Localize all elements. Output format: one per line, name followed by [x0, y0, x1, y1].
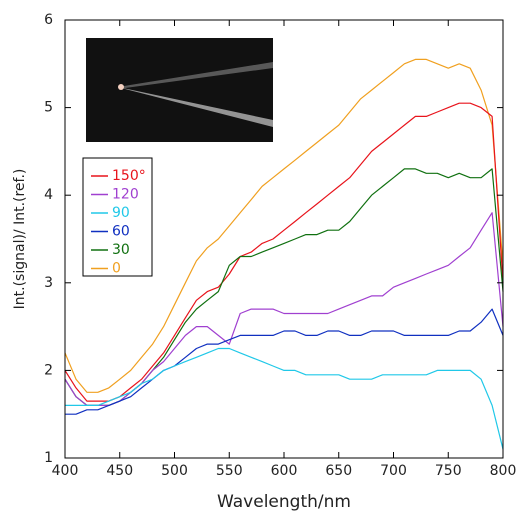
series-line [64, 58, 504, 393]
legend-label: 0 [112, 261, 121, 277]
series-line [65, 308, 504, 415]
y-tick-label: 5 [44, 100, 53, 116]
inset-cone-bottom [118, 87, 273, 127]
x-tick-label: 800 [490, 463, 517, 479]
x-axis-label: Wavelength/nm [217, 492, 351, 512]
y-tick-label: 6 [44, 12, 53, 28]
x-tick-label: 500 [161, 463, 188, 479]
x-tick-label: 700 [380, 463, 407, 479]
legend-label: 120 [112, 187, 139, 203]
x-tick-label: 550 [216, 463, 243, 479]
legend-box [82, 157, 153, 277]
x-tick-label: 650 [325, 463, 352, 479]
inset-tip [118, 84, 124, 90]
y-tick-label: 2 [44, 362, 53, 378]
x-tick-label: 400 [52, 463, 79, 479]
series-line [65, 347, 504, 450]
legend-label: 90 [112, 205, 130, 221]
y-tick-label: 1 [44, 450, 53, 466]
legend-label: 60 [112, 224, 130, 240]
legend-label: 150° [112, 168, 146, 184]
inset-cone-top [118, 62, 273, 88]
y-tick-label: 4 [44, 187, 53, 203]
x-tick-label: 450 [106, 463, 133, 479]
legend-label: 30 [112, 242, 130, 258]
y-axis-label: Int.(signal)/ Int.(ref.) [12, 169, 28, 310]
inset-photo [86, 38, 273, 142]
x-tick-label: 750 [435, 463, 462, 479]
x-tick-label: 600 [271, 463, 298, 479]
series-line [64, 102, 504, 402]
y-tick-label: 3 [44, 275, 53, 291]
